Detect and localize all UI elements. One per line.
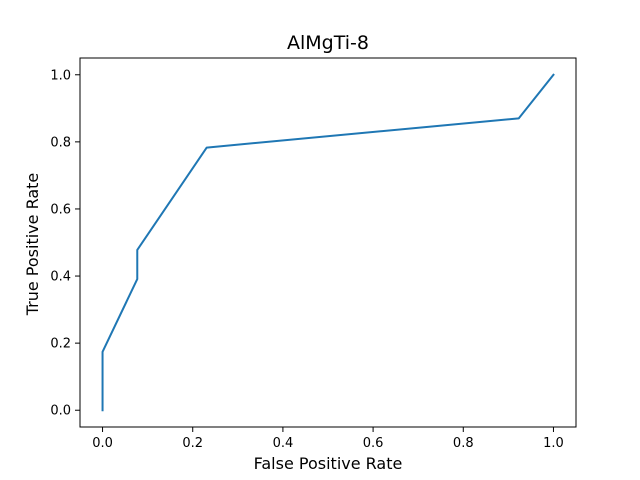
x-tick-label: 0.6 [363,436,384,451]
y-tick-label: 0.0 [50,404,71,419]
y-tick-label: 0.2 [50,337,71,352]
y-tick-label: 0.8 [50,135,71,150]
x-axis-label: False Positive Rate [254,454,403,473]
series-line-0 [101,73,555,412]
x-tick-label: 1.0 [543,436,564,451]
y-tick-label: 0.4 [50,270,71,285]
y-axis-label: True Positive Rate [23,173,42,317]
x-tick-label: 0.2 [182,436,203,451]
axes-frame [79,57,577,428]
x-tick-label: 0.0 [92,436,113,451]
plot-area: 0.0 0.2 0.4 0.6 0.8 1.0 0.0 0.2 0.4 0.6 0.8 1.0 [50,57,577,451]
x-tick-label: 0.8 [453,436,474,451]
y-tick-label: 1.0 [50,68,71,83]
chart-title: AlMgTi-8 [287,32,369,54]
y-tick-label: 0.6 [50,202,71,217]
x-tick-label: 0.4 [273,436,294,451]
